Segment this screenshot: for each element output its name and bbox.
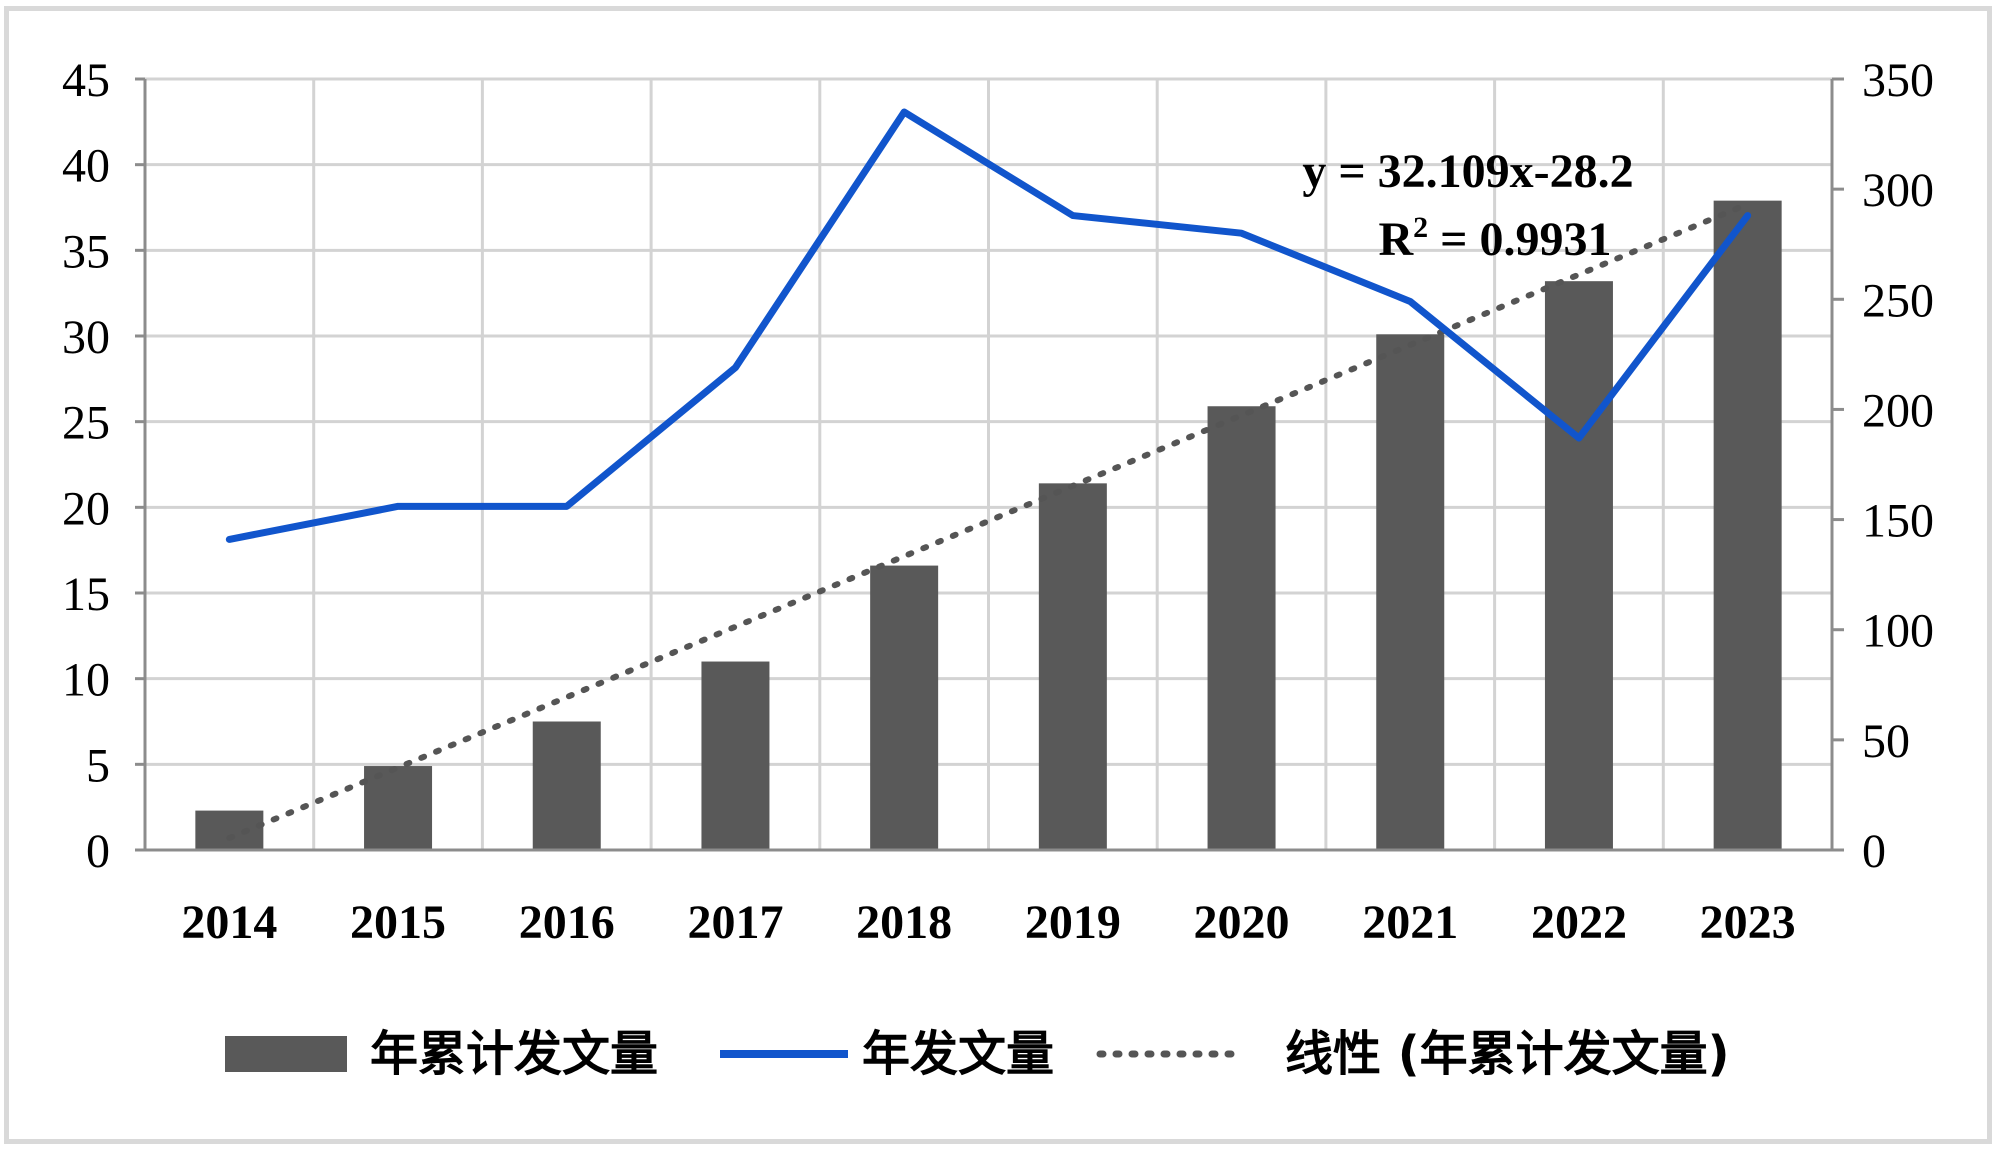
right-tick-label-0: 0: [1862, 825, 1886, 878]
bar-2023: [1713, 200, 1782, 850]
x-tick-label-2019: 2019: [1025, 896, 1121, 949]
x-tick-label-2022: 2022: [1531, 896, 1627, 949]
bar-2016: [532, 721, 601, 850]
x-tick-label-2017: 2017: [687, 896, 783, 949]
left-tick-label-15: 15: [62, 568, 110, 621]
axes: [135, 77, 1844, 852]
chart-frame: [4, 6, 1992, 1144]
trendline: [226, 201, 1751, 842]
line-series: [225, 108, 1752, 543]
left-tick-label-5: 5: [86, 739, 110, 792]
bar-2014: [195, 810, 264, 850]
x-tick-label-2021: 2021: [1362, 896, 1458, 949]
left-tick-label-30: 30: [62, 311, 110, 364]
bar-2021: [1376, 334, 1445, 851]
x-tick-label-2023: 2023: [1700, 896, 1796, 949]
left-tick-label-40: 40: [62, 140, 110, 193]
trendline-path: [226, 201, 1751, 842]
bar-2017: [701, 661, 770, 850]
legend: 年累计发文量 年发文量 线性 (年累计发文量): [225, 1026, 1730, 1082]
bar-2022: [1544, 281, 1613, 850]
bar-2018: [870, 565, 939, 850]
bars: [195, 200, 1782, 851]
legend-label-bar: 年累计发文量: [370, 1026, 658, 1082]
trendline-equation: y = 32.109x-28.2: [1302, 145, 1633, 198]
x-tick-label-2015: 2015: [350, 896, 446, 949]
line-annual-count: [225, 108, 1752, 543]
bar-2019: [1038, 483, 1107, 850]
x-tick-label-2020: 2020: [1194, 896, 1290, 949]
legend-label-line: 年发文量: [862, 1026, 1054, 1082]
right-tick-label-250: 250: [1862, 274, 1934, 327]
tick-labels: 0 5 10 15 20 25 30 35 40 45 0 50 100 150 200 250 300 350 2…: [62, 54, 1934, 949]
right-tick-label-350: 350: [1862, 54, 1934, 107]
right-tick-label-100: 100: [1862, 605, 1934, 658]
legend-swatch-bar: [225, 1036, 347, 1072]
left-tick-label-0: 0: [86, 825, 110, 878]
right-tick-label-50: 50: [1862, 715, 1910, 768]
left-tick-label-20: 20: [62, 482, 110, 535]
legend-label-trendline: 线性 (年累计发文量): [1285, 1026, 1730, 1082]
left-tick-label-10: 10: [62, 654, 110, 707]
r-squared-value: = 0.9931: [1428, 213, 1611, 266]
x-tick-label-2014: 2014: [181, 896, 277, 949]
left-tick-label-25: 25: [62, 397, 110, 450]
right-tick-label-200: 200: [1862, 384, 1934, 437]
x-tick-label-2016: 2016: [519, 896, 615, 949]
trendline-r-squared: R2 = 0.9931: [1378, 211, 1611, 266]
x-tick-label-2018: 2018: [856, 896, 952, 949]
right-tick-label-300: 300: [1862, 164, 1934, 217]
r-squared-sup: 2: [1413, 211, 1428, 244]
left-tick-label-45: 45: [62, 54, 110, 107]
bar-2015: [364, 766, 433, 850]
bar-2020: [1207, 406, 1276, 850]
left-tick-label-35: 35: [62, 225, 110, 278]
r-squared-prefix: R: [1378, 213, 1414, 266]
right-tick-label-150: 150: [1862, 495, 1934, 548]
